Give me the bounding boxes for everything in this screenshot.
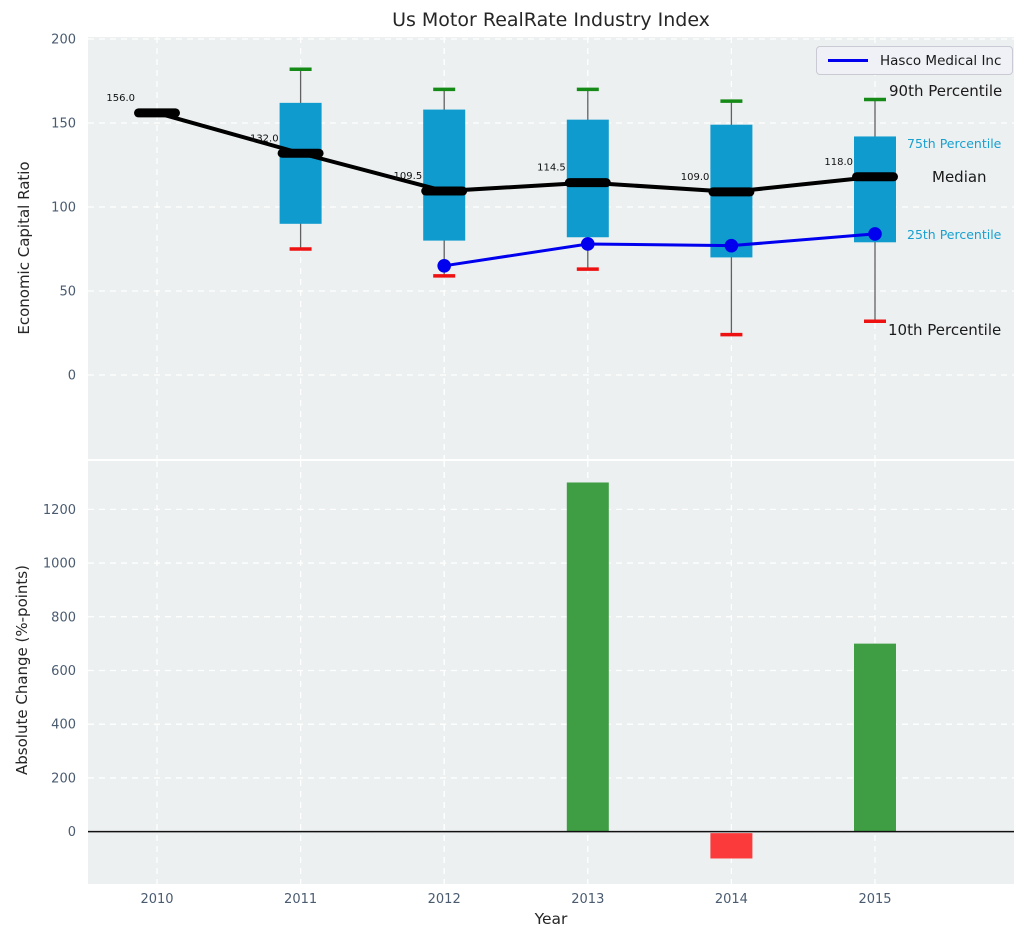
bottom-y-tick-400: 400 [51, 718, 76, 733]
bottom-y-tick-600: 600 [51, 664, 76, 679]
top-y-tick-100: 100 [51, 201, 76, 216]
x-tick-2010: 2010 [140, 892, 173, 907]
top-y-tick-50: 50 [59, 285, 76, 300]
median-marker-2012 [421, 187, 467, 196]
median-annotation-2013: 114.5 [537, 163, 566, 174]
median-marker-2015 [852, 172, 898, 181]
top-y-tick-200: 200 [51, 33, 76, 48]
median-annotation-2010: 156.0 [106, 93, 135, 104]
iqr-box-2015 [854, 136, 896, 242]
iqr-box-2011 [280, 103, 322, 224]
median-marker-2014 [708, 187, 754, 196]
bottom-y-tick-200: 200 [51, 771, 76, 786]
x-tick-2014: 2014 [715, 892, 748, 907]
bottom-y-axis-label: Absolute Change (%-points) [13, 520, 35, 820]
x-tick-2013: 2013 [571, 892, 604, 907]
bottom-y-tick-1200: 1200 [43, 503, 76, 518]
change-bar-2013 [567, 482, 609, 831]
median-annotation-2012: 109.5 [394, 171, 423, 182]
bottom-y-tick-800: 800 [51, 610, 76, 625]
change-bar-2014 [710, 833, 752, 858]
median-annotation-2011: 132.0 [250, 133, 279, 144]
company-point-2014 [725, 239, 739, 253]
median-percentile-label: Median [932, 168, 987, 186]
company-point-2015 [868, 227, 882, 241]
change-bar-2015 [854, 644, 896, 832]
company-point-2012 [437, 259, 451, 273]
top-y-axis-label: Economic Capital Ratio [15, 98, 37, 398]
company-point-2013 [581, 237, 595, 251]
median-marker-2013 [565, 178, 611, 187]
x-tick-2015: 2015 [858, 892, 891, 907]
top-y-tick-0: 0 [68, 369, 76, 384]
legend-label: Hasco Medical Inc [880, 53, 1001, 69]
median-annotation-2014: 109.0 [681, 172, 710, 183]
p90-percentile-label: 90th Percentile [889, 82, 1002, 100]
x-axis-label: Year [88, 910, 1014, 928]
median-marker-2011 [278, 149, 324, 158]
p25-percentile-label: 25th Percentile [907, 227, 1001, 242]
top-y-tick-150: 150 [51, 117, 76, 132]
x-tick-2012: 2012 [428, 892, 461, 907]
legend: Hasco Medical Inc [816, 46, 1013, 75]
iqr-box-2012 [423, 110, 465, 241]
chart-title: Us Motor RealRate Industry Index [88, 8, 1014, 32]
p10-percentile-label: 10th Percentile [888, 321, 1001, 339]
bottom-y-tick-0: 0 [68, 825, 76, 840]
p75-percentile-label: 75th Percentile [907, 136, 1001, 151]
median-annotation-2015: 118.0 [824, 157, 853, 168]
median-marker-2010 [134, 108, 180, 117]
legend-line-swatch [828, 59, 868, 62]
figure: 156.0 132.0 109.5 114.5 109.0 118.0 0 50 100 150… [0, 0, 1026, 942]
x-tick-2011: 2011 [284, 892, 317, 907]
chart-canvas: 156.0 132.0 109.5 114.5 109.0 118.0 0 50 100 150… [0, 0, 1026, 942]
bottom-y-tick-1000: 1000 [43, 557, 76, 572]
